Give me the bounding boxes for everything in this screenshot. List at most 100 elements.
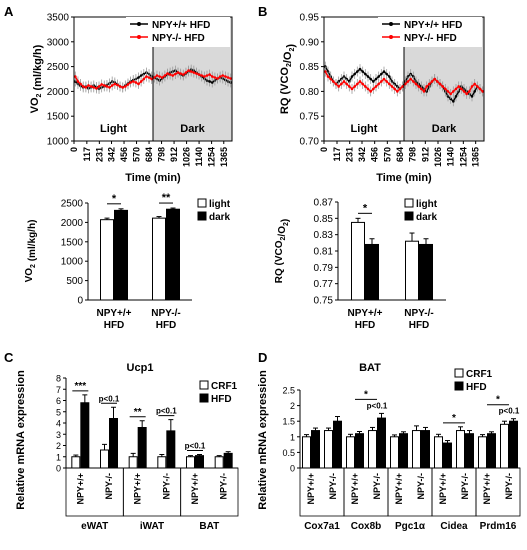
x-tick-label: 1254	[458, 147, 468, 167]
bar-crf1	[100, 449, 109, 469]
y-tick-label: 0	[56, 464, 61, 474]
x-tick-label: 684	[395, 147, 405, 162]
y-tick-label: 2500	[47, 62, 70, 73]
data-point	[377, 82, 380, 86]
data-point	[195, 72, 198, 75]
bar-hfd	[137, 427, 147, 469]
data-point	[452, 90, 455, 93]
data-point	[412, 80, 415, 83]
data-point	[409, 72, 412, 76]
x-tick-label: 117	[332, 147, 342, 162]
data-point	[102, 84, 106, 87]
x-tick-label: 342	[107, 147, 117, 162]
legend-swatch	[404, 211, 414, 221]
data-point	[438, 82, 442, 86]
chart-rq-time: 0.70 0.75 0.80 0.85 0.90 0.95 0 117 231 342 456 570…	[279, 13, 485, 184]
y-tick-label: 0.95	[300, 13, 320, 24]
x-category-label: NPY-/-	[416, 473, 426, 500]
legend-label: dark	[209, 212, 231, 223]
data-point	[84, 86, 88, 89]
significance-label: *	[112, 193, 117, 205]
chart-bat-genes: 0 0.5 1 1.5 2 2.5 BAT Relative mRNA expression C…	[257, 362, 521, 532]
bar-hfd	[311, 430, 320, 469]
legend-swatch	[197, 211, 207, 221]
data-point	[388, 75, 391, 78]
y-tick-label: 6	[56, 396, 61, 406]
data-point	[221, 74, 225, 77]
data-point	[218, 75, 222, 78]
x-axis-label: Time (min)	[376, 172, 432, 184]
data-point	[393, 87, 396, 91]
bar-crf1	[368, 430, 377, 469]
y-tick-label: 3500	[47, 13, 70, 24]
x-category-label: HFD	[409, 320, 430, 331]
data-point	[171, 74, 175, 77]
x-tick-label: 1140	[446, 147, 456, 167]
data-point	[468, 90, 471, 93]
chart-title: BAT	[359, 362, 381, 374]
x-tick-label: 798	[157, 147, 167, 162]
x-tick-label: 1365	[219, 147, 229, 167]
y-tick-label: 0	[77, 296, 83, 307]
data-point	[134, 81, 138, 84]
data-point	[385, 80, 388, 83]
data-point	[361, 70, 364, 73]
data-point	[441, 85, 444, 88]
data-point	[97, 85, 101, 88]
group-label: Pgc1α	[395, 521, 426, 532]
significance-label: *	[452, 413, 456, 424]
data-point	[129, 81, 132, 84]
y-tick-label: 2	[290, 401, 295, 411]
chart-vo2-time: 1000 1500 2000 2500 3000 3500 0 117 231 342 456 570…	[29, 13, 233, 184]
legend-label: NPY-/- HFD	[404, 33, 457, 44]
data-point	[422, 90, 426, 93]
data-point	[334, 82, 338, 86]
data-point	[137, 82, 140, 86]
x-tick-label: 342	[357, 147, 367, 162]
data-point	[377, 75, 380, 78]
bar-crf1	[214, 456, 224, 469]
data-point	[210, 81, 214, 84]
bar-hfd	[195, 455, 204, 469]
data-point	[205, 74, 209, 77]
bar-crf1	[500, 423, 509, 469]
data-point	[481, 90, 484, 93]
data-point	[79, 82, 82, 86]
chart-rq-bars: 0.75 0.77 0.79 0.81 0.83 0.85 0.87 RQ (VCO2/O2)…	[274, 198, 446, 331]
data-point	[340, 82, 343, 86]
bar-crf1	[302, 436, 311, 469]
x-tick-label: 456	[370, 147, 380, 162]
data-point	[213, 76, 217, 79]
data-point	[390, 80, 394, 83]
data-point	[390, 85, 394, 88]
bar-hfd	[80, 402, 90, 469]
legend-label: NPY+/+ HFD	[152, 20, 210, 31]
bar-crf1	[346, 436, 355, 469]
x-category-label: NPY+/+	[482, 473, 492, 505]
bar-hfd	[465, 433, 474, 469]
data-point	[465, 92, 468, 96]
data-point	[192, 71, 196, 74]
data-point	[113, 82, 117, 86]
x-tick-label: 1026	[182, 147, 192, 167]
x-category-label: NPY+/+	[347, 308, 382, 319]
data-point	[430, 80, 434, 83]
data-point	[126, 83, 130, 86]
data-point	[358, 80, 362, 83]
data-point	[412, 75, 415, 78]
x-category-label: NPY-/-	[504, 473, 514, 500]
y-tick-label: 0.80	[300, 87, 320, 98]
data-point	[369, 90, 372, 93]
x-category-label: NPY+/+	[394, 473, 404, 505]
y-tick-label: 0.83	[314, 230, 334, 241]
data-point	[454, 87, 458, 91]
data-point	[358, 67, 362, 71]
group-label: Cidea	[440, 521, 468, 532]
bar-crf1	[456, 430, 465, 469]
data-point	[342, 80, 346, 83]
x-tick-label: 1365	[471, 147, 481, 167]
y-tick-label: 1	[290, 432, 295, 442]
data-point	[137, 76, 140, 79]
bar-light	[152, 217, 166, 301]
